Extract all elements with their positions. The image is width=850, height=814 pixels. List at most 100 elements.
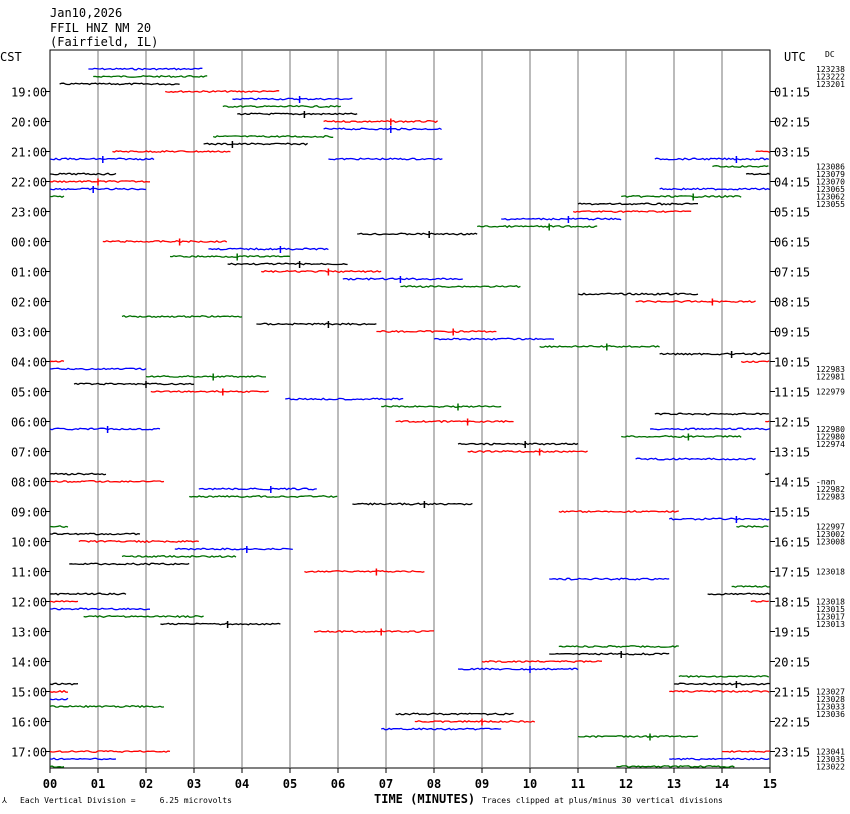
plot-border bbox=[49, 49, 771, 769]
x-tick-label: 07 bbox=[379, 777, 393, 791]
trace-segment bbox=[49, 757, 117, 761]
trace-segment bbox=[189, 495, 338, 499]
trace-segment bbox=[621, 435, 742, 438]
trace-segment bbox=[50, 607, 150, 611]
cst-hour-label: 23:00 bbox=[11, 206, 47, 220]
trace-segment bbox=[400, 284, 521, 289]
dc-value: 123018 bbox=[816, 598, 845, 607]
trace-segment bbox=[49, 525, 69, 528]
dc-value: 123013 bbox=[816, 620, 845, 629]
trace-segment bbox=[635, 300, 756, 304]
trace-segment bbox=[49, 180, 151, 184]
dc-value: 123015 bbox=[816, 605, 845, 614]
x-tick-label: 02 bbox=[139, 777, 153, 791]
trace-segment bbox=[49, 697, 69, 701]
trace-segment bbox=[208, 247, 329, 251]
trace-segment bbox=[577, 202, 698, 206]
trace-segment bbox=[212, 135, 334, 139]
trace-segment bbox=[88, 67, 203, 71]
dc-value: 122982 bbox=[816, 485, 845, 494]
utc-hour-label: 06:15 bbox=[774, 236, 810, 250]
dc-value: 123041 bbox=[816, 748, 845, 757]
trace-segment bbox=[352, 502, 473, 506]
right-timezone-label: UTC bbox=[784, 50, 806, 64]
trace-segment bbox=[621, 194, 742, 199]
trace-segment bbox=[457, 667, 579, 671]
utc-hour-label: 07:15 bbox=[774, 266, 810, 280]
dc-value: 122997 bbox=[816, 523, 845, 532]
trace-segment bbox=[285, 397, 404, 401]
dc-value: 123002 bbox=[816, 530, 845, 539]
station-location: (Fairfield, IL) bbox=[50, 35, 158, 49]
cst-hour-label: 08:00 bbox=[11, 476, 47, 490]
utc-hour-label: 16:15 bbox=[774, 536, 810, 550]
trace-segment bbox=[237, 112, 358, 116]
trace-segment bbox=[558, 510, 679, 514]
plot-frame bbox=[49, 49, 771, 769]
trace-segment bbox=[102, 239, 228, 244]
trace-segment bbox=[49, 427, 161, 431]
trace-segment bbox=[649, 427, 771, 431]
trace-segment bbox=[669, 689, 770, 693]
trace-segment bbox=[49, 750, 171, 753]
dc-value: 123035 bbox=[816, 755, 845, 764]
dc-value: 123086 bbox=[816, 163, 845, 172]
x-tick-label: 04 bbox=[235, 777, 249, 791]
trace-segment bbox=[256, 322, 377, 326]
dc-value: 122980 bbox=[816, 433, 845, 442]
trace-segment bbox=[49, 682, 79, 686]
cst-hour-label: 15:00 bbox=[11, 686, 47, 700]
dc-value: 123033 bbox=[816, 703, 845, 712]
trace-segment bbox=[261, 269, 382, 273]
trace-segment bbox=[69, 562, 190, 566]
utc-hour-label: 08:15 bbox=[774, 296, 810, 310]
trace-segment bbox=[145, 374, 266, 379]
trace-segment bbox=[539, 345, 660, 348]
utc-hour-label: 11:15 bbox=[774, 386, 810, 400]
cst-hour-label: 22:00 bbox=[11, 176, 47, 190]
cst-hour-label: 01:00 bbox=[11, 266, 47, 280]
trace-segment bbox=[49, 172, 117, 176]
trace-segment bbox=[549, 652, 670, 656]
cst-hour-label: 10:00 bbox=[11, 536, 47, 550]
utc-hour-label: 09:15 bbox=[774, 326, 810, 340]
trace-segment bbox=[678, 675, 770, 678]
trace-segment bbox=[558, 645, 679, 648]
cst-hour-label: 19:00 bbox=[11, 86, 47, 100]
trace-segment bbox=[203, 142, 308, 146]
dc-value: 123079 bbox=[816, 170, 845, 179]
trace-segment bbox=[169, 255, 291, 258]
utc-hour-label: 17:15 bbox=[774, 566, 810, 580]
cst-hour-label: 21:00 bbox=[11, 146, 47, 160]
utc-hour-label: 10:15 bbox=[774, 356, 810, 370]
trace-segment bbox=[668, 517, 770, 521]
dc-value: 122979 bbox=[816, 388, 845, 397]
utc-hour-label: 18:15 bbox=[774, 596, 810, 610]
trace-segment bbox=[50, 480, 165, 484]
trace-segment bbox=[654, 412, 769, 416]
utc-hour-label: 14:15 bbox=[774, 476, 810, 490]
utc-hour-label: 13:15 bbox=[774, 446, 810, 460]
cst-hour-label: 16:00 bbox=[11, 716, 47, 730]
trace-segment bbox=[376, 329, 497, 333]
trace-segment bbox=[477, 224, 598, 229]
dc-column-label: DC bbox=[825, 50, 835, 59]
trace-segment bbox=[198, 487, 317, 491]
trace-segment bbox=[750, 600, 769, 603]
trace-segment bbox=[323, 119, 439, 124]
trace-segment bbox=[707, 592, 770, 596]
seismic-traces bbox=[49, 67, 771, 768]
utc-hour-label: 03:15 bbox=[774, 146, 810, 160]
x-tick-label: 08 bbox=[427, 777, 441, 791]
x-tick-label: 11 bbox=[571, 777, 585, 791]
trace-segment bbox=[121, 314, 243, 319]
trace-segment bbox=[165, 89, 280, 94]
trace-segment bbox=[49, 360, 65, 363]
dc-value: 122983 bbox=[816, 493, 845, 502]
trace-segment bbox=[83, 615, 204, 619]
dc-value: 123018 bbox=[816, 568, 845, 577]
trace-segment bbox=[49, 472, 107, 476]
x-tick-label: 05 bbox=[283, 777, 297, 791]
trace-segment bbox=[467, 449, 588, 454]
